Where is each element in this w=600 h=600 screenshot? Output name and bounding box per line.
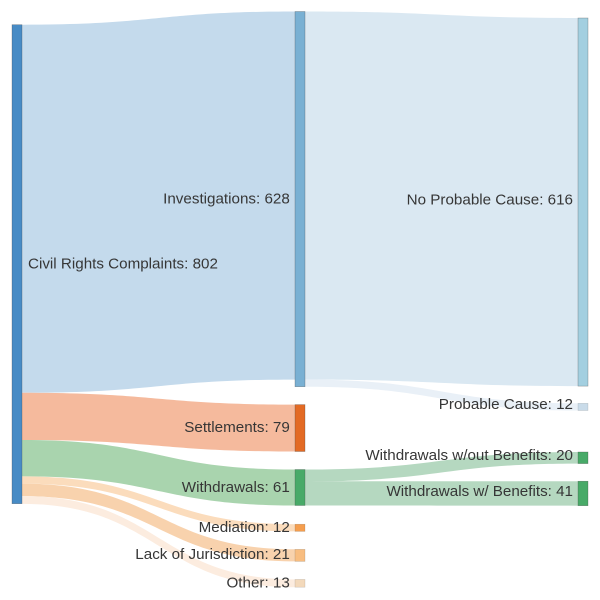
svg-text:Investigations: 628: Investigations: 628: [163, 190, 290, 207]
svg-text:Probable Cause: 12: Probable Cause: 12: [439, 396, 573, 413]
svg-text:Civil Rights Complaints: 802: Civil Rights Complaints: 802: [28, 255, 218, 272]
svg-text:Other: 13: Other: 13: [226, 575, 289, 592]
svg-text:Withdrawals w/out Benefits: 20: Withdrawals w/out Benefits: 20: [365, 447, 573, 464]
svg-text:Withdrawals: 61: Withdrawals: 61: [182, 479, 290, 496]
svg-text:Settlements: 79: Settlements: 79: [184, 419, 290, 436]
svg-text:No Probable Cause: 616: No Probable Cause: 616: [407, 192, 573, 209]
svg-text:Lack of Jurisdiction: 21: Lack of Jurisdiction: 21: [135, 546, 290, 563]
svg-text:Withdrawals w/ Benefits: 41: Withdrawals w/ Benefits: 41: [386, 483, 573, 500]
svg-text:Mediation: 12: Mediation: 12: [199, 519, 290, 536]
